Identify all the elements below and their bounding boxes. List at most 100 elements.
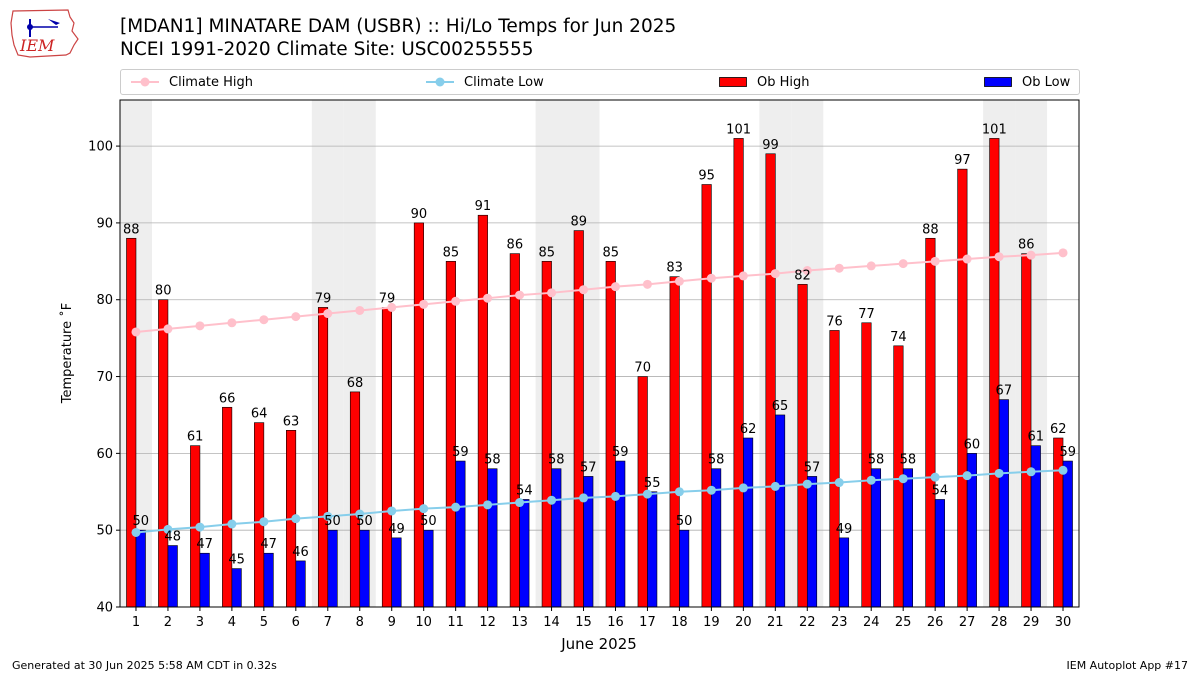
- ob-low-bar-4: [231, 568, 242, 608]
- ob-low-bar-17: [647, 491, 658, 608]
- y-tick-label-60: 60: [96, 447, 113, 462]
- x-tick-label-16: 16: [607, 615, 624, 630]
- ob-low-label-26: 54: [932, 483, 949, 498]
- climate-high-point-3: [195, 321, 205, 331]
- ob-low-bar-22: [806, 476, 818, 608]
- climate-low-point-9: [387, 506, 397, 516]
- climate-low-point-20: [738, 483, 748, 493]
- x-tick-label-9: 9: [388, 615, 396, 630]
- ob-low-bar-25: [902, 468, 913, 608]
- climate-high-point-14: [547, 288, 557, 298]
- climate-low-point-23: [834, 478, 844, 488]
- ob-high-label-19: 95: [698, 169, 715, 184]
- climate-low-point-7: [323, 511, 333, 521]
- ob-high-label-24: 77: [858, 307, 875, 322]
- climate-high-point-12: [483, 293, 493, 303]
- x-tick-label-1: 1: [132, 615, 140, 630]
- climate-low-point-27: [962, 471, 972, 481]
- climate-low-point-30: [1058, 465, 1068, 475]
- ob-high-bar-23: [829, 330, 840, 608]
- climate-high-point-24: [866, 261, 876, 271]
- ob-low-label-4: 45: [228, 553, 245, 568]
- ob-high-label-1: 88: [123, 222, 140, 237]
- climate-low-point-11: [451, 502, 461, 512]
- ob-low-bar-11: [455, 460, 466, 608]
- climate-high-point-27: [962, 254, 972, 264]
- ob-high-label-7: 79: [315, 291, 332, 306]
- ob-low-label-1: 50: [132, 514, 149, 529]
- ob-low-label-23: 49: [836, 522, 853, 537]
- iowa-outline: [10, 9, 79, 58]
- ob-low-label-22: 57: [804, 460, 821, 475]
- x-tick-label-7: 7: [324, 615, 332, 630]
- ob-low-bar-20: [743, 437, 754, 608]
- ob-high-bar-8: [349, 391, 361, 608]
- ob-low-bar-2: [167, 545, 178, 608]
- climate-high-point-25: [898, 259, 908, 269]
- plot-frame: [119, 99, 1080, 608]
- ob-low-label-8: 50: [356, 514, 373, 529]
- ob-high-label-21: 99: [762, 138, 779, 153]
- climate-lines: [131, 248, 1068, 537]
- climate-low-point-1: [131, 527, 141, 537]
- x-axis-label: June 2025: [560, 635, 637, 653]
- x-tick-label-14: 14: [543, 615, 560, 630]
- x-tick-label-10: 10: [415, 615, 432, 630]
- bars: [126, 138, 1073, 608]
- ob-high-label-23: 76: [826, 314, 843, 329]
- ob-high-bar-21: [765, 153, 776, 608]
- ob-high-bar-5: [254, 422, 265, 608]
- ob-high-label-28: 101: [982, 122, 1007, 137]
- ob-low-label-29: 61: [1028, 430, 1045, 445]
- legend: Climate High Climate Low Ob High Ob Low: [120, 69, 1080, 95]
- climate-high-point-20: [738, 271, 748, 281]
- ob-high-bar-1: [126, 237, 137, 608]
- ob-low-label-12: 58: [484, 453, 501, 468]
- climate-low-point-22: [802, 479, 812, 489]
- climate-low-line: [135, 469, 1064, 534]
- ob-low-label-5: 47: [260, 537, 277, 552]
- ob-low-label-25: 58: [900, 453, 917, 468]
- x-tick-label-24: 24: [863, 615, 880, 630]
- ob-high-label-12: 91: [475, 199, 492, 214]
- ob-low-bar-7: [327, 529, 338, 608]
- y-tick-label-80: 80: [96, 293, 113, 308]
- y-tick-label-40: 40: [96, 601, 113, 616]
- climate-low-point-12: [483, 500, 493, 510]
- ob-low-bar-28: [998, 399, 1009, 608]
- x-tick-label-13: 13: [511, 615, 528, 630]
- ob-low-bar-14: [551, 468, 562, 608]
- ob-low-label-24: 58: [868, 453, 885, 468]
- ob-high-bar-10: [413, 222, 424, 608]
- footer-generated: Generated at 30 Jun 2025 5:58 AM CDT in …: [12, 659, 277, 672]
- ob-low-label-30: 59: [1059, 445, 1076, 460]
- ob-high-bar-14: [541, 261, 552, 608]
- ob-high-bar-13: [509, 253, 520, 608]
- ob-high-label-16: 85: [602, 245, 619, 260]
- ob-high-label-10: 90: [411, 207, 428, 222]
- climate-high-point-10: [419, 299, 429, 309]
- x-tick-label-2: 2: [164, 615, 172, 630]
- x-tick-label-5: 5: [260, 615, 268, 630]
- ob-low-bar-8: [359, 529, 370, 608]
- climate-high-point-13: [515, 290, 525, 300]
- climate-high-point-26: [930, 256, 940, 266]
- x-tick-label-26: 26: [927, 615, 944, 630]
- ob-high-label-14: 85: [539, 245, 556, 260]
- climate-high-point-6: [291, 312, 301, 322]
- logo-text: IEM: [19, 36, 55, 55]
- ob-low-label-28: 67: [996, 384, 1013, 399]
- ob-high-label-11: 85: [443, 245, 460, 260]
- climate-high-point-30: [1058, 248, 1068, 258]
- ob-low-bar-30: [1062, 460, 1073, 608]
- legend-climate-high-label: Climate High: [169, 74, 254, 90]
- x-tick-label-4: 4: [228, 615, 236, 630]
- climate-high-point-15: [579, 285, 589, 295]
- ob-high-bar-28: [989, 138, 1000, 608]
- y-axis-label: Temperature ˚F: [59, 303, 75, 404]
- climate-high-point-7: [323, 309, 333, 319]
- x-tick-label-17: 17: [639, 615, 656, 630]
- climate-low-point-16: [610, 491, 620, 501]
- ob-high-label-18: 83: [666, 261, 683, 276]
